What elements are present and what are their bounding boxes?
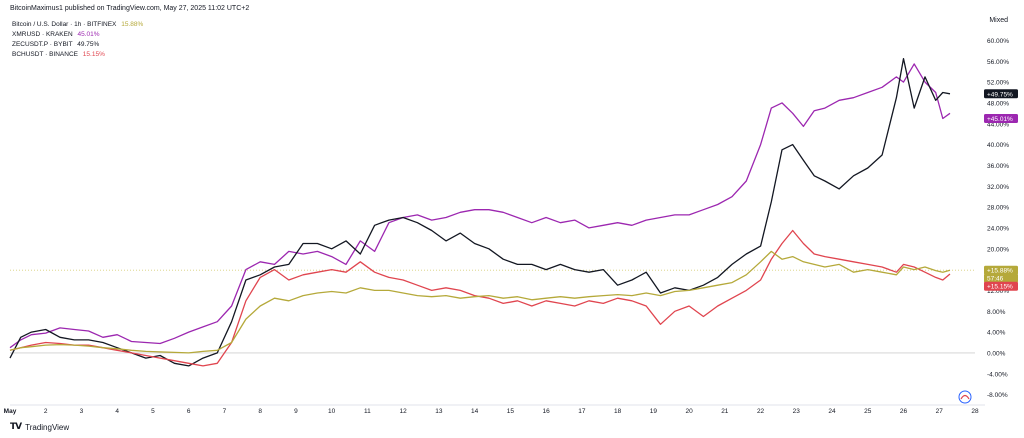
legend-value: 15.88%	[121, 21, 144, 28]
x-tick-label: 11	[364, 408, 371, 415]
published-text: BitcoinMaximus1 published on TradingView…	[10, 5, 250, 12]
price-tag-label: +49.75%	[987, 91, 1013, 98]
x-tick-label: 6	[187, 408, 191, 415]
y-tick-label: 0.00%	[987, 350, 1006, 357]
brand-name: TradingView	[25, 422, 70, 432]
y-tick-label: 36.00%	[987, 163, 1009, 170]
legend-label: XMRUSD · KRAKEN	[12, 31, 73, 38]
y-tick-label: 20.00%	[987, 246, 1009, 253]
series-line-0	[9, 63, 951, 349]
legend-label: Bitcoin / U.S. Dollar · 1h · BITFINEX	[12, 21, 117, 28]
y-tick-label: 8.00%	[987, 309, 1006, 316]
x-tick-label: 7	[223, 408, 227, 415]
legend-label: BCHUSDT · BINANCE	[12, 51, 78, 58]
y-tick-label: 44.00%	[987, 121, 1009, 128]
publisher-header: BitcoinMaximus1 published on TradingView…	[10, 5, 249, 12]
y-tick-label: 28.00%	[987, 205, 1009, 212]
series-line-2	[9, 229, 951, 367]
legend-value: 15.15%	[82, 51, 105, 58]
x-tick-label: 4	[115, 408, 119, 415]
x-tick-label: 8	[258, 408, 262, 415]
y-tick-label: 52.00%	[987, 80, 1009, 87]
x-tick-label: 19	[650, 408, 658, 415]
price-tag-bg	[984, 113, 1018, 123]
x-tick-label: 23	[793, 408, 801, 415]
x-tick-label: 5	[151, 408, 155, 415]
price-tag-label: +15.88%	[987, 268, 1013, 275]
x-tick-label: 9	[294, 408, 298, 415]
legend-item-zecusdt[interactable]: ZECUSDT.P · BYBIT 49.75%	[12, 40, 143, 50]
x-tick-label: 18	[614, 408, 622, 415]
y-tick-label: -8.00%	[987, 392, 1008, 399]
x-tick-label: 10	[328, 408, 336, 415]
y-tick-label: -4.00%	[987, 371, 1008, 378]
price-tag-bg	[984, 273, 1018, 283]
legend-item-bchusdt[interactable]: BCHUSDT · BINANCE 15.15%	[12, 50, 143, 60]
y-tick-label: 32.00%	[987, 184, 1009, 191]
legend-item-xmrusd[interactable]: XMRUSD · KRAKEN 45.01%	[12, 30, 143, 40]
x-tick-label: 27	[936, 408, 944, 415]
price-tag-bg	[984, 281, 1018, 291]
series-line-3	[9, 250, 951, 354]
chart-settings-icon-glyph	[960, 394, 970, 400]
x-tick-label: 2	[44, 408, 48, 415]
y-tick-label: 60.00%	[987, 38, 1009, 45]
footer: 𝗧𝗩 TradingView	[10, 422, 69, 432]
scale-mode-label[interactable]: Mixed	[989, 17, 1008, 24]
x-tick-label: 25	[864, 408, 872, 415]
legend-value: 45.01%	[77, 31, 100, 38]
x-tick-label: 16	[542, 408, 550, 415]
legend-value: 49.75%	[77, 41, 100, 48]
y-tick-label: 12.00%	[987, 288, 1009, 295]
y-tick-label: 4.00%	[987, 330, 1006, 337]
price-tag-label: +15.15%	[987, 284, 1013, 291]
x-tick-label: 3	[80, 408, 84, 415]
x-tick-label: 28	[971, 408, 979, 415]
x-tick-label: May	[4, 408, 17, 415]
x-tick-label: 26	[900, 408, 908, 415]
y-tick-label: 40.00%	[987, 142, 1009, 149]
legend: Bitcoin / U.S. Dollar · 1h · BITFINEX 15…	[12, 20, 143, 60]
series-line-1	[9, 57, 951, 367]
x-tick-label: 13	[435, 408, 443, 415]
price-tag-bg	[984, 265, 1018, 275]
tradingview-logo-icon: 𝗧𝗩	[10, 422, 22, 432]
y-tick-label: 48.00%	[987, 100, 1009, 107]
x-tick-label: 20	[685, 408, 693, 415]
x-tick-label: 15	[507, 408, 515, 415]
chart-settings-icon	[958, 390, 972, 404]
x-tick-label: 12	[400, 408, 408, 415]
price-tag-label: 57:46	[987, 276, 1004, 283]
price-tag-bg	[984, 89, 1018, 99]
x-tick-label: 17	[578, 408, 586, 415]
x-tick-label: 14	[471, 408, 479, 415]
legend-label: ZECUSDT.P · BYBIT	[12, 41, 73, 48]
x-tick-label: 21	[721, 408, 729, 415]
x-tick-label: 24	[828, 408, 836, 415]
x-tick-label: 22	[757, 408, 765, 415]
y-tick-label: 24.00%	[987, 225, 1009, 232]
legend-item-btcusd[interactable]: Bitcoin / U.S. Dollar · 1h · BITFINEX 15…	[12, 20, 143, 30]
price-tag-label: +45.01%	[987, 116, 1013, 123]
y-tick-label: 56.00%	[987, 59, 1009, 66]
